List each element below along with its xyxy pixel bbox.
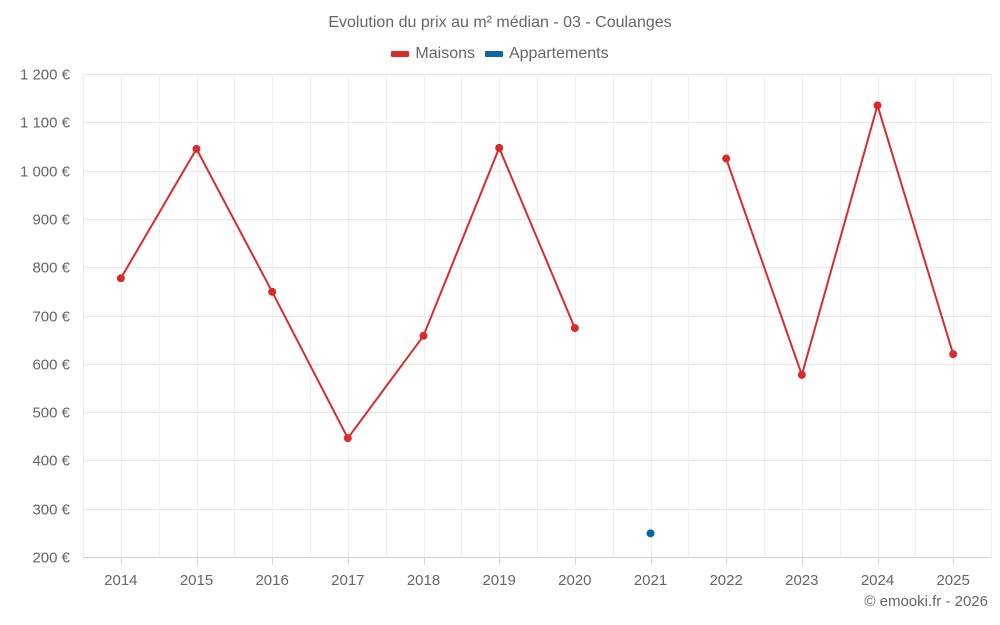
series-line — [725, 104, 955, 376]
y-tick-label: 200 € — [32, 550, 70, 567]
data-point[interactable] — [646, 529, 655, 538]
x-tick-label: 2022 — [709, 572, 742, 589]
data-point[interactable] — [268, 287, 277, 296]
series-maisons — [116, 101, 958, 443]
chart-title: Evolution du prix au m² médian - 03 - Co… — [328, 14, 672, 31]
x-axis: 2014 2015 2016 2017 2018 2019 2020 2021 2022 2023… — [83, 557, 991, 589]
y-tick-label: 1 100 € — [20, 115, 71, 132]
x-tick-label: 2014 — [104, 572, 137, 589]
data-point[interactable] — [495, 143, 504, 152]
x-tick-label: 2016 — [255, 572, 288, 589]
y-tick-label: 500 € — [32, 405, 70, 422]
y-tick-label: 900 € — [32, 212, 70, 229]
y-tick-label: 700 € — [32, 309, 70, 326]
y-tick-label: 300 € — [32, 502, 70, 519]
series-appartements — [646, 529, 655, 538]
y-tick-label: 600 € — [32, 357, 70, 374]
y-tick-label: 800 € — [32, 260, 70, 277]
legend-swatch-appartements — [484, 51, 503, 57]
x-tick-label: 2024 — [861, 572, 894, 589]
x-tick-label: 2015 — [180, 572, 213, 589]
x-tick-label: 2019 — [482, 572, 515, 589]
legend-swatch-maisons — [391, 51, 410, 57]
series-group — [116, 101, 958, 538]
x-tick-label: 2018 — [407, 572, 440, 589]
legend-item-appartements[interactable]: Appartements — [484, 45, 609, 63]
x-tick-label: 2017 — [331, 572, 364, 589]
x-tick-label: 2023 — [785, 572, 818, 589]
y-tick-label: 400 € — [32, 453, 70, 470]
x-tick-label: 2020 — [558, 572, 591, 589]
gridlines — [83, 74, 992, 558]
legend-item-maisons[interactable]: Maisons — [391, 45, 475, 63]
data-point[interactable] — [873, 101, 882, 110]
x-tick-label: 2025 — [936, 572, 969, 589]
y-tick-label: 1 200 € — [20, 67, 71, 84]
legend-label-appartements: Appartements — [508, 45, 609, 62]
data-point[interactable] — [419, 331, 428, 340]
data-point[interactable] — [949, 350, 958, 359]
y-tick-label: 1 000 € — [20, 164, 71, 181]
legend: Maisons Appartements — [0, 45, 1000, 63]
data-point[interactable] — [116, 274, 125, 283]
y-axis: 200 € 300 € 400 € 500 € 600 € 700 € 800 € 900 €… — [20, 67, 71, 567]
series-line — [119, 146, 576, 440]
data-point[interactable] — [797, 370, 806, 379]
x-tick-label: 2021 — [634, 572, 667, 589]
data-point[interactable] — [192, 144, 201, 153]
legend-label-maisons: Maisons — [415, 45, 475, 62]
data-point[interactable] — [343, 434, 352, 443]
credits[interactable]: © emooki.fr - 2026 — [864, 593, 988, 610]
data-point[interactable] — [570, 324, 579, 333]
data-point[interactable] — [722, 154, 731, 163]
